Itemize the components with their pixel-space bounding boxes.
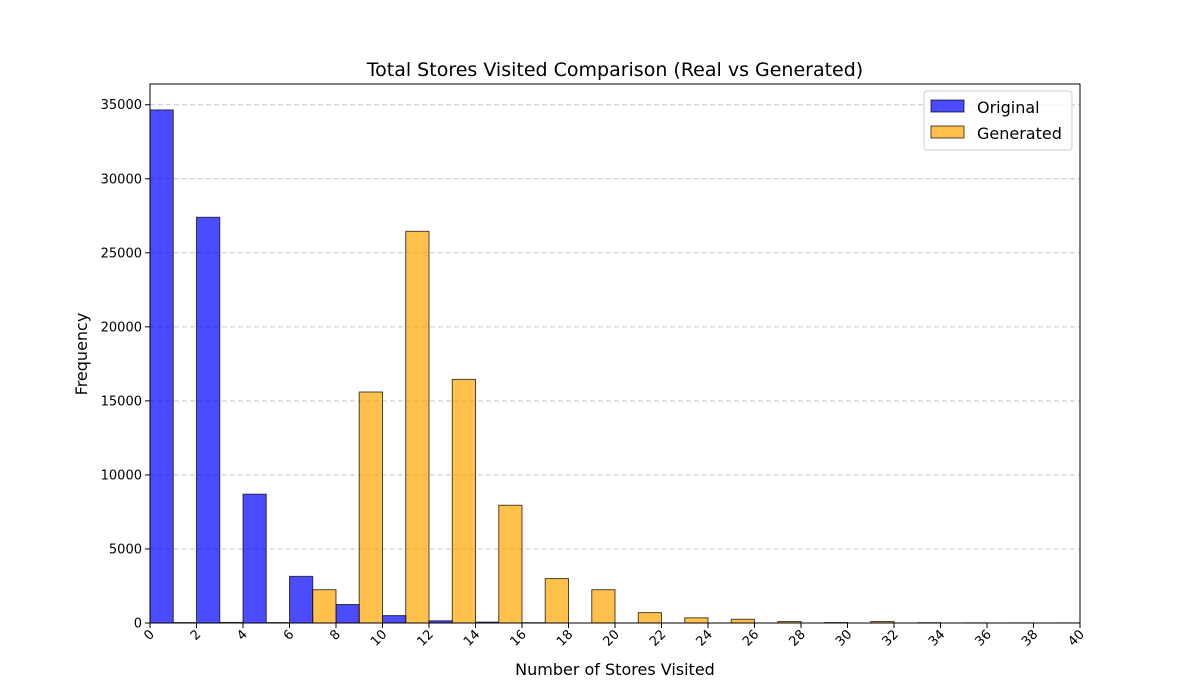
x-tick-label-26: 26 <box>740 627 762 649</box>
chart-title: Total Stores Visited Comparison (Real vs… <box>366 59 863 81</box>
x-tick-label-22: 22 <box>647 627 669 649</box>
bar-generated-20 <box>637 612 662 624</box>
x-tick-label-12: 12 <box>415 627 437 649</box>
grid-layer <box>150 104 1080 550</box>
x-tick-label-28: 28 <box>787 627 809 649</box>
x-tick-label-18: 18 <box>554 627 576 649</box>
x-tick-label-10: 10 <box>368 627 390 649</box>
bar-generated-24 <box>730 618 755 624</box>
y-tick-label-25000: 25000 <box>101 246 142 261</box>
x-axis-title: Number of Stores Visited <box>515 660 715 679</box>
legend-label-generated: Generated <box>977 124 1062 143</box>
x-tick-label-4: 4 <box>234 627 250 643</box>
bar-original-10 <box>382 615 407 624</box>
bar-original-4 <box>242 493 267 624</box>
bar-original-2 <box>196 216 221 624</box>
bar-generated-12 <box>451 378 476 624</box>
legend: Original Generated <box>923 90 1073 151</box>
bar-generated-8 <box>358 391 383 624</box>
x-tick-label-8: 8 <box>327 627 343 643</box>
bar-original-8 <box>335 603 360 624</box>
bars-layer <box>149 109 1081 624</box>
x-tick-label-24: 24 <box>694 627 716 649</box>
bar-original-6 <box>289 575 314 624</box>
y-tick-label-35000: 35000 <box>101 98 142 113</box>
bar-generated-14 <box>498 504 523 624</box>
bar-generated-10 <box>405 230 430 624</box>
x-axis: 0 2 4 6 8 10 12 14 16 18 20 22 24 26 28 30 32 34 36 38 40 <box>141 623 1088 650</box>
y-axis-title: Frequency <box>72 313 91 396</box>
legend-swatch-original <box>930 99 965 113</box>
x-tick-label-0: 0 <box>141 627 157 643</box>
x-tick-label-40: 40 <box>1066 627 1088 649</box>
legend-label-original: Original <box>977 98 1040 117</box>
x-tick-label-32: 32 <box>880 627 902 649</box>
x-tick-label-6: 6 <box>281 627 297 643</box>
x-tick-label-30: 30 <box>833 627 855 649</box>
x-tick-label-20: 20 <box>601 627 623 649</box>
plot-frame <box>149 83 1081 624</box>
y-axis: 0 5000 10000 15000 20000 25000 30000 35000 <box>101 98 150 632</box>
y-tick-label-30000: 30000 <box>101 172 142 187</box>
x-tick-label-16: 16 <box>508 627 530 649</box>
bar-original-0 <box>149 109 174 624</box>
bar-generated-18 <box>591 589 616 624</box>
bar-generated-22 <box>684 617 709 624</box>
y-tick-label-5000: 5000 <box>109 542 142 557</box>
bar-generated-16 <box>544 578 569 624</box>
y-tick-label-0: 0 <box>134 617 142 632</box>
y-tick-label-20000: 20000 <box>101 320 142 335</box>
y-tick-label-10000: 10000 <box>101 468 142 483</box>
bar-generated-6 <box>312 589 337 624</box>
x-tick-label-2: 2 <box>188 627 204 643</box>
legend-swatch-generated <box>930 125 965 139</box>
x-tick-label-36: 36 <box>973 627 995 649</box>
x-tick-label-14: 14 <box>461 627 483 649</box>
y-tick-label-15000: 15000 <box>101 394 142 409</box>
x-tick-label-34: 34 <box>926 627 948 649</box>
x-tick-label-38: 38 <box>1019 627 1041 649</box>
